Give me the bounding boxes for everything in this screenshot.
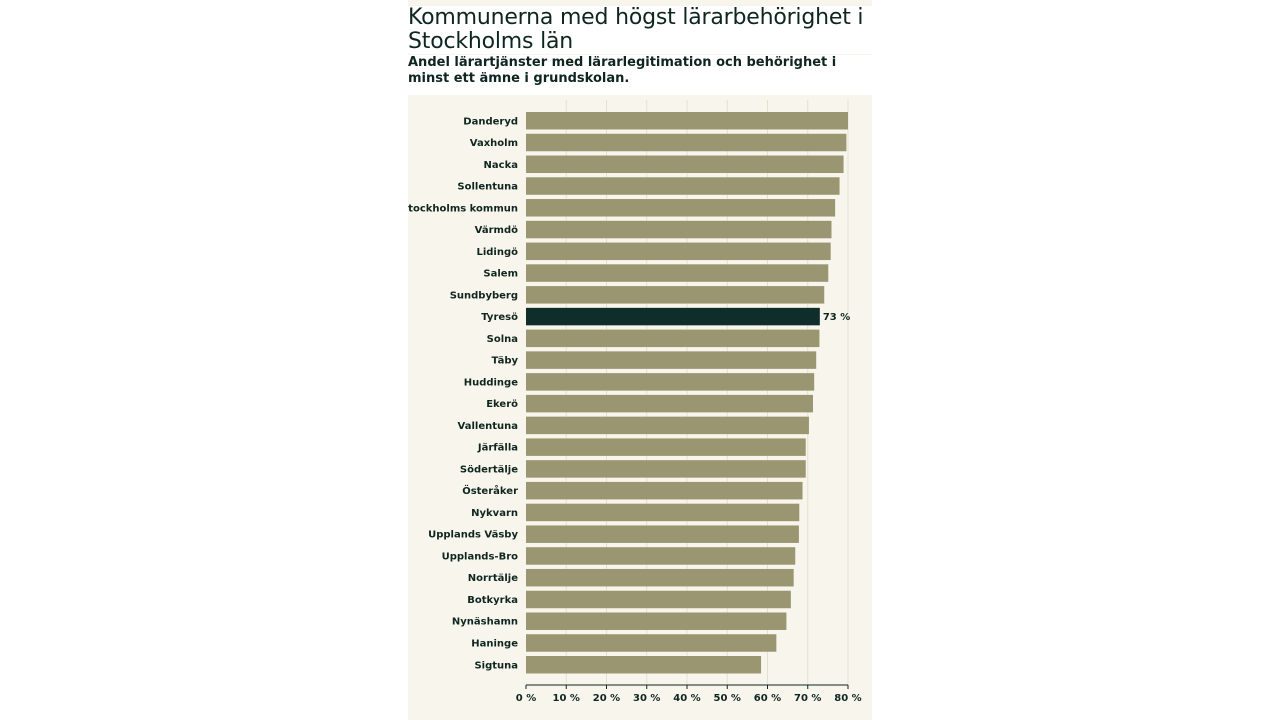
bar [526,460,806,478]
x-tick-label: 0 % [516,693,536,704]
bar-highlight [526,307,820,326]
bar [526,286,825,304]
bar [526,503,800,522]
gridlines [565,100,849,685]
category-label: Stockholms kommun [408,203,518,214]
category-label: Nykvarn [471,508,518,519]
bar [526,656,762,674]
category-label: Ekerö [486,399,518,410]
x-tick-label: 80 % [834,693,861,704]
category-label: Tyresö [481,312,518,323]
x-tick-label: 50 % [714,693,741,704]
bar-chart: Danderyd Vaxholm Nacka Sollentuna Stockholms… [408,100,862,704]
category-label: Upplands Väsby [428,530,518,541]
category-label: Nynäshamn [452,617,518,628]
category-label: Norrtälje [468,573,518,584]
bar [526,590,791,609]
category-label: Sigtuna [474,660,518,671]
category-label: Solna [487,334,518,345]
category-label: Värmdö [475,225,518,236]
bar [526,568,794,587]
category-label: Sollentuna [457,182,518,193]
bar [526,612,787,630]
bar [526,264,829,282]
bar [526,329,820,348]
category-label: Botkyrka [467,595,518,606]
bar [526,547,796,565]
x-axis: 0 % 10 % 20 % 30 % 40 % 50 % 60 % 70 % 80 % [516,684,862,704]
bar [526,155,844,174]
bar [526,177,840,195]
category-label: Österåker [462,483,518,497]
x-tick-label: 10 % [553,693,580,704]
x-tick-label: 40 % [673,693,700,704]
bar [526,220,832,239]
x-tick-label: 70 % [794,693,821,704]
data-label: 73 % [823,312,850,323]
bar [526,373,815,391]
category-labels: Danderyd Vaxholm Nacka Sollentuna Stockholms… [408,116,850,671]
category-label: Södertälje [460,464,518,475]
category-label: Salem [483,269,518,280]
bar [526,199,836,217]
category-label: Lidingö [476,247,518,258]
bar [526,416,809,435]
category-label: Vaxholm [470,138,518,149]
category-label: Täby [492,356,519,367]
chart-subtitle: Andel lärartjänster med lärarlegitimatio… [408,55,878,95]
bar [526,112,848,130]
x-tick-label: 20 % [593,693,620,704]
bar [526,351,817,369]
bar [526,481,803,500]
bar [526,634,777,652]
category-label: Danderyd [463,116,518,127]
bar [526,525,799,543]
category-label: Sundbyberg [450,290,518,301]
bar [526,438,806,456]
category-label: Nacka [484,160,518,171]
category-label: Vallentuna [458,421,518,432]
x-tick-label: 60 % [754,693,781,704]
category-label: Haninge [471,638,518,649]
bar [526,133,847,152]
chart-title: Kommunerna med högst lärarbehörighet i S… [408,6,878,54]
category-label: Upplands-Bro [442,551,519,562]
bars [526,112,848,674]
bar [526,394,813,413]
category-label: Järfälla [477,443,518,454]
bar [526,242,831,261]
category-label: Huddinge [464,377,519,388]
x-tick-label: 30 % [633,693,660,704]
